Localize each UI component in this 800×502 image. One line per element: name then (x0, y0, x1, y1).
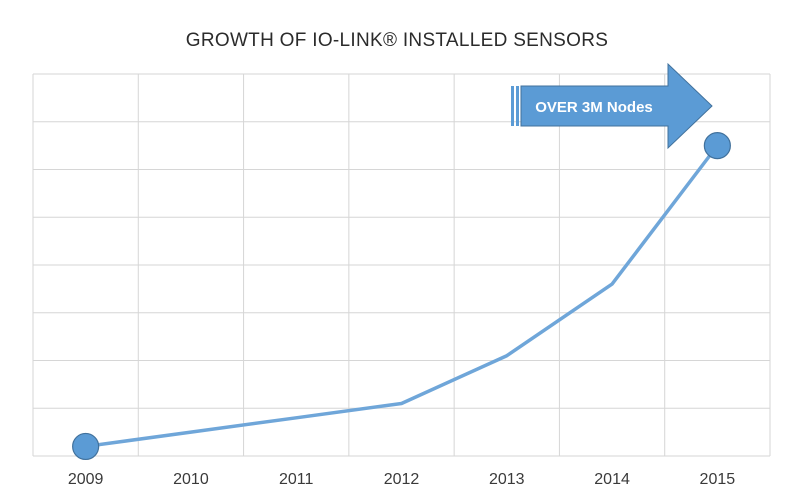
callout-stripe (511, 86, 514, 126)
series-line (83, 143, 720, 449)
marker-layer (72, 132, 731, 461)
data-point-marker (72, 432, 100, 461)
x-tick-label: 2011 (279, 471, 314, 488)
callout-label: OVER 3M Nodes (535, 99, 653, 116)
series-layer (83, 143, 720, 449)
x-tick-label: 2009 (68, 471, 104, 488)
data-point-marker (703, 132, 731, 160)
callout-stripe (516, 86, 519, 126)
x-tick-label: 2013 (489, 471, 525, 488)
x-tick-label: 2015 (700, 471, 736, 488)
chart-title: GROWTH OF IO-LINK® INSTALLED SENSORS (186, 30, 608, 51)
annotation-callout: OVER 3M Nodes (511, 62, 713, 150)
x-tick-label: 2012 (384, 471, 420, 488)
callout-arrow-shape (520, 62, 713, 150)
x-axis-tick-labels: 2009 2010 2011 2012 2013 2014 2015 (68, 471, 735, 488)
gridlines (32, 73, 771, 457)
x-tick-label: 2010 (173, 471, 209, 488)
x-tick-label: 2014 (594, 471, 630, 488)
